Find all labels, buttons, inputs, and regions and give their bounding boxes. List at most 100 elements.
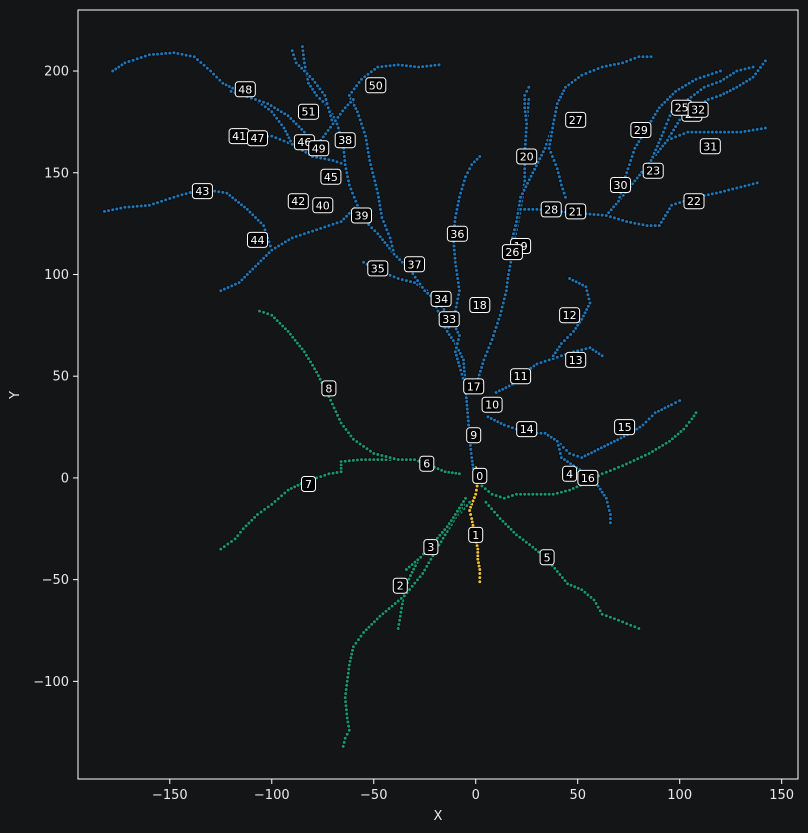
apical-skeleton-point [554, 438, 560, 444]
basal-skeleton-point [346, 723, 351, 729]
apical-skeleton-point [726, 187, 731, 193]
apical-skeleton-point [274, 115, 280, 121]
apical-skeleton-point [701, 85, 707, 90]
apical-skeleton-point [557, 447, 562, 452]
apical-skeleton-point [456, 337, 461, 342]
basal-skeleton-point [608, 468, 613, 473]
node-label-box [577, 469, 599, 486]
basal-skeleton-point [218, 546, 224, 552]
basal-skeleton-point [530, 544, 536, 550]
apical-skeleton-point [750, 181, 756, 187]
basal-skeleton-point [591, 597, 597, 603]
basal-skeleton-point [495, 512, 500, 518]
apical-skeleton-point [628, 57, 633, 63]
node-label-box [367, 260, 389, 277]
basal-skeleton-point [542, 491, 548, 497]
apical-skeleton-point [195, 57, 200, 62]
apical-skeleton-point [175, 51, 181, 56]
apical-skeleton-point [250, 212, 256, 218]
node-label-box [562, 465, 578, 482]
apical-skeleton-point [693, 129, 699, 135]
apical-skeleton-point [554, 166, 560, 172]
soma-skeleton-point [474, 487, 479, 493]
apical-skeleton-point [648, 54, 654, 60]
apical-skeleton-point [435, 308, 441, 314]
node-label-text: 49 [312, 142, 326, 155]
apical-skeleton-point [348, 186, 354, 192]
apical-skeleton-point [378, 211, 384, 216]
apical-skeleton-point [709, 82, 715, 87]
apical-skeleton-point [567, 276, 572, 281]
apical-skeleton-point [378, 207, 383, 212]
apical-skeleton-point [705, 129, 711, 135]
apical-skeleton-point [575, 453, 580, 459]
basal-skeleton-point [295, 340, 300, 346]
node-label-box [334, 132, 356, 149]
basal-skeleton-point [292, 337, 298, 343]
apical-skeleton-point [534, 207, 540, 212]
apical-skeleton-point [106, 208, 111, 213]
apical-skeleton-point [677, 117, 682, 123]
apical-skeleton-point [688, 94, 694, 100]
apical-skeleton-point [525, 180, 530, 186]
apical-skeleton-point [545, 432, 551, 438]
apical-skeleton-point [634, 142, 640, 148]
apical-skeleton-point [356, 113, 362, 119]
apical-skeleton-point [518, 194, 523, 200]
apical-skeleton-point [269, 109, 275, 114]
basal-skeleton-point [338, 469, 344, 475]
apical-skeleton-point [673, 400, 678, 405]
apical-skeleton-point [620, 218, 625, 223]
apical-skeleton-point [667, 206, 672, 212]
apical-skeleton-point [143, 53, 148, 59]
apical-skeleton-point [444, 329, 450, 334]
apical-skeleton-point [553, 109, 558, 114]
apical-skeleton-point [377, 234, 383, 240]
basal-skeleton-point [343, 699, 348, 704]
apical-skeleton-point [521, 187, 527, 193]
apical-skeleton-point [489, 337, 495, 342]
basal-skeleton-point [285, 329, 291, 334]
apical-skeleton-point [345, 174, 350, 180]
apical-skeleton-point [632, 146, 638, 151]
basal-skeleton-point [612, 466, 617, 472]
apical-skeleton-point [579, 72, 585, 78]
basal-skeleton-point [346, 662, 352, 668]
node-label-10: 10 [481, 396, 503, 413]
apical-skeleton-point [575, 322, 580, 328]
apical-skeleton-point [381, 219, 386, 224]
basal-skeleton-point [340, 744, 346, 749]
node-label-text: 13 [569, 354, 583, 367]
node-label-47: 47 [247, 130, 268, 147]
basal-skeleton-point [412, 559, 418, 565]
basal-skeleton-point [489, 491, 495, 497]
apical-skeleton-point [266, 107, 271, 112]
apical-skeleton-point [302, 231, 307, 237]
apical-skeleton-point [692, 92, 697, 97]
apical-skeleton-point [253, 97, 258, 102]
apical-skeleton-point [171, 50, 177, 55]
apical-skeleton-point [222, 286, 227, 292]
basal-skeleton-point [356, 637, 361, 642]
apical-skeleton-point [631, 150, 636, 155]
apical-skeleton-point [395, 62, 401, 68]
apical-skeleton-point [384, 227, 390, 233]
apical-skeleton-point [632, 220, 638, 226]
basal-skeleton-point [328, 397, 333, 403]
apical-skeleton-point [665, 97, 670, 102]
apical-skeleton-point [293, 121, 299, 127]
apical-skeleton-point [657, 136, 663, 142]
basal-skeleton-point [348, 433, 354, 439]
basal-skeleton-point [440, 535, 446, 541]
apical-skeleton-point [664, 121, 669, 127]
apical-skeleton-point [296, 124, 302, 129]
apical-skeleton-point [308, 84, 313, 89]
apical-skeleton-point [453, 304, 459, 310]
node-label-box [614, 419, 636, 436]
apical-skeleton-point [648, 118, 654, 124]
basal-skeleton-point [579, 587, 585, 593]
node-label-0: 0 [472, 467, 488, 484]
node-label-text: 42 [291, 195, 305, 208]
node-label-text: 45 [324, 171, 338, 184]
basal-skeleton-point [582, 589, 588, 595]
